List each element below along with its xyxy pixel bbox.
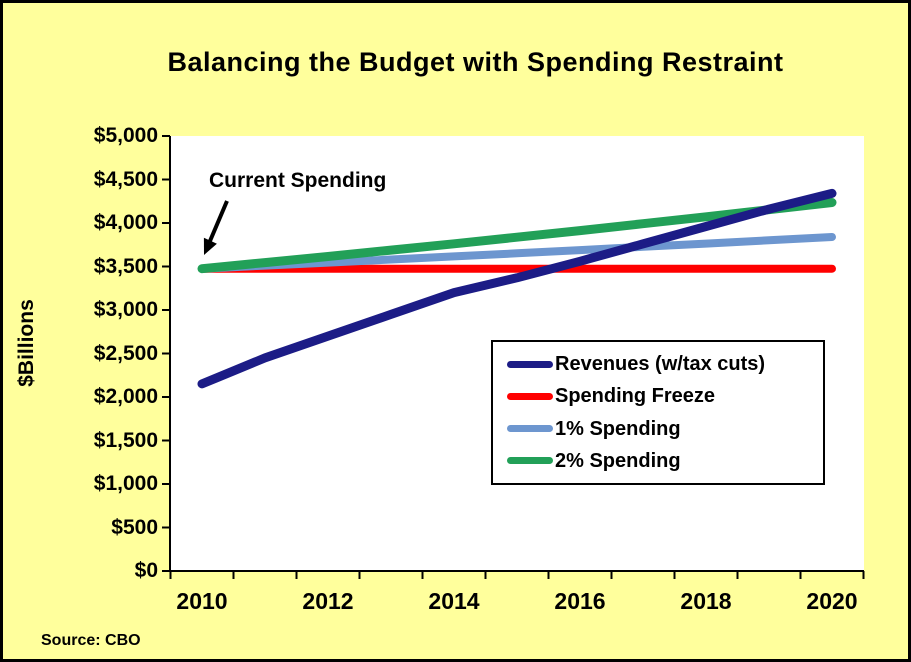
legend-label: Spending Freeze	[555, 385, 716, 408]
axis-ticks	[162, 135, 865, 579]
y-axis-tick-label: $0	[134, 559, 158, 582]
legend-item: 2% Spending	[507, 450, 823, 472]
legend-label: 1% Spending	[555, 417, 681, 440]
annotation-label: Current Spending	[209, 169, 387, 192]
x-axis-tick-label: 2014	[428, 588, 480, 614]
legend-swatch	[507, 360, 553, 368]
legend-swatch	[507, 392, 553, 400]
chart-title: Balancing the Budget with Spending Restr…	[167, 47, 784, 77]
series-lines	[197, 188, 837, 389]
y-axis-tick-label: $4,500	[93, 167, 158, 191]
series-line-1-spending	[198, 233, 836, 273]
chart-legend: Revenues (w/tax cuts) Spending Freeze 1% S…	[491, 340, 825, 485]
x-axis-tick-label: 2020	[806, 588, 858, 614]
legend-item: 1% Spending	[507, 418, 823, 440]
y-axis-tick-label: $500	[111, 515, 158, 539]
series-line-revenues-w-tax-cuts	[197, 188, 837, 389]
x-axis-tick-label: 2016	[554, 588, 606, 614]
source-label: Source: CBO	[41, 632, 141, 649]
x-axis-tick-label: 2010	[176, 588, 228, 614]
x-axis-tick-label: 2012	[302, 588, 354, 614]
legend-item: Revenues (w/tax cuts)	[507, 353, 823, 375]
legend-item: Spending Freeze	[507, 385, 823, 407]
y-axis-tick-label: $1,500	[93, 428, 158, 452]
y-axis-tick-label: $2,500	[93, 341, 158, 365]
legend-label: 2% Spending	[555, 449, 681, 472]
legend-swatch	[507, 425, 553, 433]
annotation-arrow	[203, 200, 229, 255]
y-axis-tick-label: $3,000	[93, 298, 158, 321]
series-line-2-spending	[197, 198, 837, 274]
y-axis-tick-label: $3,500	[93, 254, 158, 278]
legend-swatch	[507, 457, 553, 465]
y-axis-tick-label: $1,000	[93, 472, 158, 495]
y-axis-tick-label: $5,000	[93, 124, 158, 147]
legend-label: Revenues (w/tax cuts)	[555, 353, 766, 376]
y-axis-tick-label: $4,000	[93, 211, 158, 234]
y-axis-tick-label: $2,000	[93, 385, 158, 408]
x-axis-tick-label: 2018	[680, 588, 732, 614]
